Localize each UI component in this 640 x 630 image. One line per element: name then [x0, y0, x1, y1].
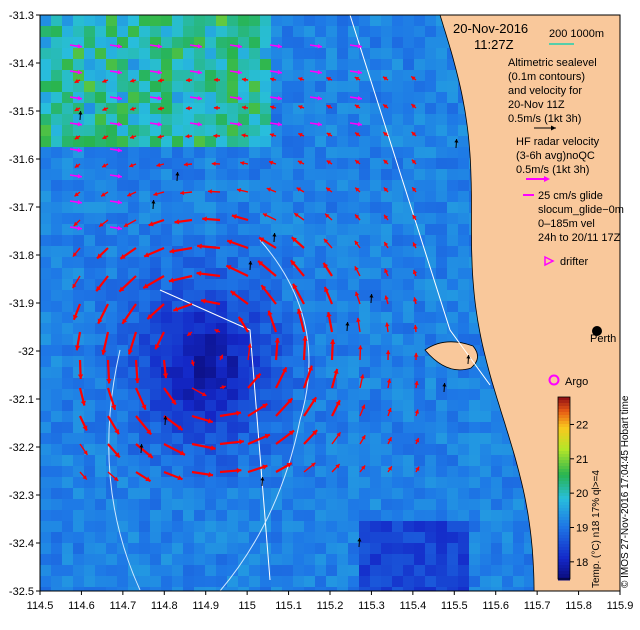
y-tick-label: -31.7: [9, 202, 34, 214]
colorbar-gradient: [558, 397, 570, 581]
drifter-marker: [544, 255, 555, 267]
y-tick-label: -32.4: [9, 538, 34, 550]
credit-text: © IMOS 27-Nov-2016 17:04:45 Hobart time: [620, 395, 631, 588]
altimetric-line-3: and velocity for: [508, 85, 582, 97]
colorbar-frame: [557, 396, 571, 580]
depth-scale: 200 1000m: [549, 28, 604, 40]
altimetric-line-5: 0.5m/s (1kt 3h): [508, 113, 581, 125]
x-tick-label: 114.5: [27, 600, 54, 612]
x-tick-label: 115.6: [482, 600, 509, 612]
hf-line-3: 0.5m/s (1kt 3h): [516, 164, 589, 176]
x-tick-label: 114.8: [151, 600, 178, 612]
y-tick-label: -32: [18, 346, 34, 358]
perth-label: Perth: [590, 333, 616, 345]
glider-line-4: 24h to 20/11 17Z: [538, 232, 621, 244]
x-tick-label: 115.7: [524, 600, 551, 612]
y-tick-label: -32.2: [9, 442, 34, 454]
colorbar-tick-label: 20: [576, 488, 588, 500]
isobath-contours: [108, 15, 491, 591]
x-tick-label: 115.2: [317, 600, 344, 612]
glider-line-3: 0–185m vel: [538, 218, 595, 230]
colorbar-tick-label: 18: [576, 557, 588, 569]
x-tick-label: 115: [238, 600, 256, 612]
legend-time: 11:27Z: [474, 37, 514, 52]
legend: 20-Nov-2016 11:27Z 200 1000m Altimetric …: [453, 21, 624, 388]
drifter-label: drifter: [560, 256, 588, 268]
y-tick-label: -31.6: [9, 154, 34, 166]
colorbar-label: Temp. (°C) n18 17% ql>=4: [591, 470, 602, 588]
altimetric-line-4: 20-Nov 11Z: [508, 99, 565, 111]
x-tick-label: 114.9: [192, 600, 219, 612]
colorbar: 22 21 20 19 18 Temp. (°C) n18 17% ql>=4: [557, 396, 602, 588]
x-tick-label: 114.7: [109, 600, 136, 612]
x-tick-label: 115.1: [275, 600, 302, 612]
altimetric-line-1: Altimetric sealevel: [508, 57, 597, 69]
x-tick-label: 114.6: [68, 600, 95, 612]
altimetric-arrowhead: [551, 125, 556, 131]
x-axis: 114.5 114.6 114.7 114.8 114.9 115 115.1 115.2 11…: [27, 591, 634, 612]
x-tick-label: 115.8: [565, 600, 592, 612]
y-tick-label: -31.3: [9, 10, 34, 22]
y-tick-label: -31.4: [9, 58, 34, 70]
hf-line-2: (3-6h avg)noQC: [516, 150, 595, 162]
x-tick-label: 115.5: [441, 600, 468, 612]
x-tick-label: 115.3: [358, 600, 385, 612]
perth-marker: [592, 326, 602, 336]
colorbar-ticks: 22 21 20 19 18: [570, 419, 588, 569]
colorbar-tick-label: 22: [576, 419, 588, 431]
y-tick-label: -32.5: [9, 586, 34, 598]
y-tick-label: -31.9: [9, 298, 34, 310]
x-tick-label: 115.4: [399, 600, 426, 612]
colorbar-tick-label: 19: [576, 522, 588, 534]
glider-line-1: 25 cm/s glide: [538, 190, 603, 202]
current-arrows: [69, 43, 471, 548]
legend-date: 20-Nov-2016: [453, 21, 528, 36]
y-tick-label: -31.5: [9, 106, 34, 118]
y-tick-label: -31.8: [9, 250, 34, 262]
y-tick-label: -32.3: [9, 490, 34, 502]
hf-arrowhead: [544, 176, 550, 182]
argo-label: Argo: [565, 376, 588, 388]
argo-marker: [548, 374, 560, 386]
hf-line-1: HF radar velocity: [516, 136, 600, 148]
land-mass: [424, 15, 620, 591]
glider-line-2: slocum_glide−0m: [538, 204, 624, 216]
altimetric-line-2: (0.1m contours): [508, 71, 585, 83]
y-tick-label: -32.1: [9, 394, 34, 406]
y-axis: -31.3 -31.4 -31.5 -31.6 -31.7 -31.8 -31.9 -32 -3…: [9, 10, 40, 598]
x-tick-label: 115.9: [607, 600, 634, 612]
colorbar-tick-label: 21: [576, 454, 588, 466]
